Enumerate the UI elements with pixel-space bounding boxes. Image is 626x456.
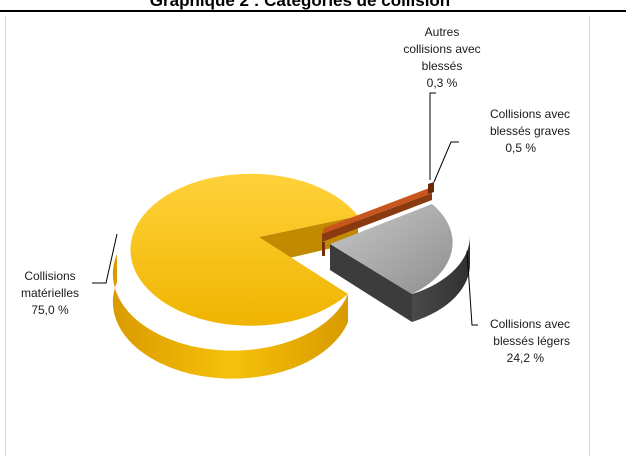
label-blesses-graves: Collisions avec blessés graves 0,5 % bbox=[440, 106, 570, 157]
slice-autres-blesses bbox=[428, 182, 434, 194]
leader-lines bbox=[92, 92, 478, 326]
label-materielles-line2: matérielles bbox=[20, 286, 80, 300]
label-autres-blesses: Autres collisions avec blessés 0,3 % bbox=[372, 24, 512, 92]
label-materielles-value: 75,0 % bbox=[31, 303, 69, 317]
label-autres-line3: blessés bbox=[421, 59, 463, 73]
leader-line-autres bbox=[429, 92, 436, 180]
label-autres-value: 0,3 % bbox=[426, 76, 458, 90]
slice-collisions-materielles bbox=[112, 173, 358, 379]
label-autres-line2: collisions avec bbox=[403, 42, 481, 56]
label-collisions-materielles: Collisions matérielles 75,0 % bbox=[2, 268, 98, 319]
slice-blesses-graves bbox=[322, 187, 432, 256]
chart-frame bbox=[5, 16, 590, 456]
label-graves-value: 0,5 % bbox=[505, 141, 536, 155]
chart-title: Graphique 2 : Catégories de collision bbox=[149, 0, 451, 10]
leader-line-legers bbox=[466, 250, 478, 326]
label-graves-line2: blessés graves bbox=[489, 124, 570, 138]
slice-blesses-legers bbox=[330, 204, 471, 322]
leader-line-materielles bbox=[92, 233, 118, 284]
label-blesses-legers: Collisions avec blessés légers 24,2 % bbox=[450, 316, 570, 367]
title-underline bbox=[0, 10, 626, 12]
label-graves-line1: Collisions avec bbox=[489, 107, 570, 121]
label-autres-line1: Autres bbox=[424, 25, 460, 39]
label-legers-line1: Collisions avec bbox=[489, 317, 570, 331]
label-legers-line2: blessés légers bbox=[493, 334, 570, 348]
label-materielles-line1: Collisions bbox=[24, 269, 76, 283]
leader-line-graves bbox=[433, 141, 459, 183]
label-legers-value: 24,2 % bbox=[506, 351, 544, 365]
